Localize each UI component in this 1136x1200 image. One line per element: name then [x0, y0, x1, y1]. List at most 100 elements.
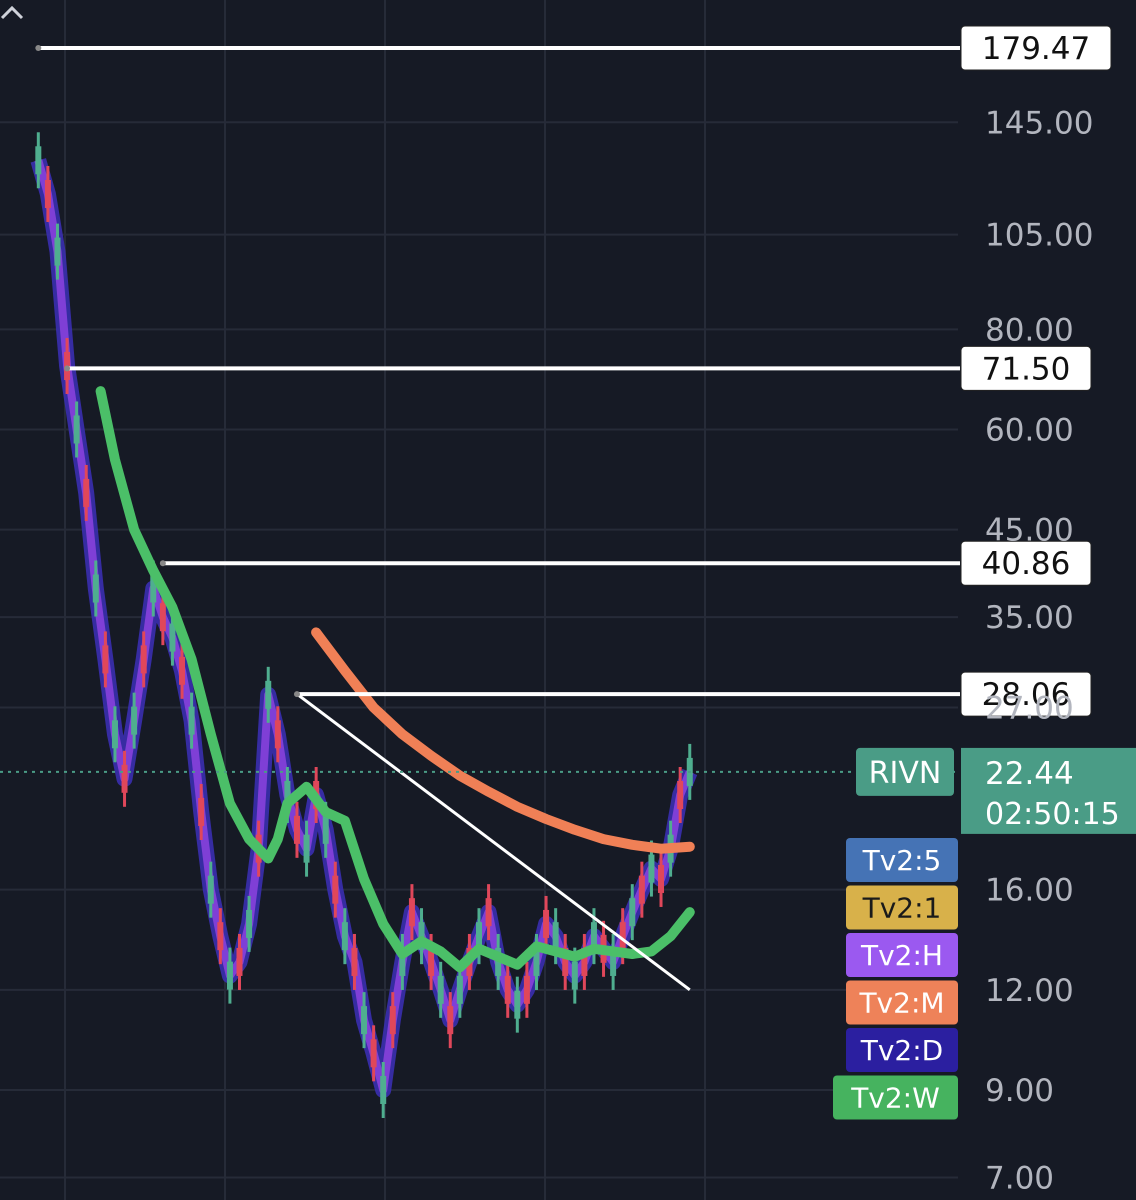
candle-body [581, 947, 588, 976]
candle-body [514, 990, 521, 1019]
candle-body [217, 922, 224, 951]
candle-body [332, 875, 339, 904]
candle-body [543, 909, 550, 938]
y-tick-label: 80.00 [985, 312, 1074, 348]
y-tick-label: 35.00 [985, 600, 1074, 636]
candle-body [102, 645, 109, 674]
level-anchor[interactable] [35, 45, 42, 51]
candle-body [341, 922, 348, 951]
candle-body [456, 975, 463, 1004]
candle-body [150, 574, 157, 603]
candle-body [351, 947, 358, 976]
current-price-value: 22.44 [985, 756, 1074, 792]
legend-tag-tv2-5[interactable]: Tv2:5 [846, 838, 958, 882]
level-label-box [960, 345, 1092, 391]
descending-trendline[interactable] [296, 692, 691, 992]
y-tick-label: 9.00 [985, 1073, 1054, 1109]
symbol-label: RIVN [869, 756, 942, 791]
legend-tag-bg [833, 1075, 958, 1120]
legend-tag-bg [846, 1028, 958, 1072]
candle-body [380, 1076, 387, 1104]
candle-body [638, 875, 645, 904]
candle-body [619, 922, 626, 951]
moving-averages [95, 386, 695, 973]
bar-countdown: 02:50:15 [985, 797, 1120, 832]
chevron-up-icon[interactable] [0, 5, 24, 20]
candle-body [73, 415, 80, 444]
y-tick-label: 60.00 [985, 412, 1074, 448]
legend-tag-tv2-h[interactable]: Tv2:H [846, 933, 958, 977]
level-label-box [960, 540, 1092, 586]
candle-body [437, 975, 444, 1004]
candle-body [92, 574, 99, 603]
candle-body [303, 834, 310, 863]
candle-body [284, 780, 291, 809]
symbol-tag[interactable] [856, 747, 954, 796]
level-label: 28.06 [982, 677, 1071, 713]
y-tick-label: 105.00 [985, 218, 1093, 254]
candle-body [236, 947, 243, 976]
candle-body [44, 179, 51, 208]
candle-body [533, 947, 540, 976]
candle-body [140, 645, 147, 674]
y-tick-label: 145.00 [985, 105, 1093, 141]
legend-tag-label: Tv2:W [850, 1082, 940, 1115]
candle-body [399, 947, 406, 976]
price-bars [30, 132, 698, 1118]
candle-body [658, 864, 665, 893]
y-tick-label: 16.00 [985, 873, 1074, 909]
legend-tag-tv2-d[interactable]: Tv2:D [846, 1028, 958, 1072]
candle-body [274, 720, 281, 749]
candle-body [648, 854, 655, 883]
y-tick-label: 27.00 [985, 690, 1074, 726]
candle-body [562, 947, 569, 976]
candle-body [610, 947, 617, 976]
candle-body [428, 947, 435, 976]
candle-body [131, 706, 138, 735]
candle-body [370, 1039, 377, 1068]
y-tick-label: 12.00 [985, 973, 1074, 1009]
candle-body [552, 922, 559, 951]
horizontal-levels: 179.47 71.50 40.86 28.06 [35, 25, 1112, 717]
candle-body [198, 797, 205, 826]
candle-body [571, 961, 578, 990]
candle-body [293, 815, 300, 844]
legend-tag-bg [846, 885, 958, 930]
level-label-box [960, 25, 1112, 71]
candle-body [677, 780, 684, 809]
level-label: 40.86 [982, 546, 1071, 582]
level-label-box [960, 671, 1092, 717]
candle-body [111, 720, 118, 749]
level-anchor[interactable] [293, 691, 300, 698]
candle-body [629, 898, 636, 927]
legend-tag-tv2-1[interactable]: Tv2:1 [846, 885, 958, 930]
candle-body [226, 961, 233, 990]
legend-tag-tv2-w[interactable]: Tv2:W [833, 1075, 958, 1120]
legend-tag-bg [846, 838, 958, 882]
candle-body [447, 1006, 454, 1035]
indicator-legend: Tv2:5 Tv2:1 Tv2:H Tv2:M Tv2:D Tv2:W [833, 838, 958, 1120]
legend-tag-label: Tv2:1 [862, 892, 942, 925]
trendline-layer [296, 692, 691, 992]
current-price-layer: RIVN 22.44 02:50:15 [0, 747, 1136, 834]
candle-body [179, 656, 186, 685]
candle-body [485, 898, 492, 927]
legend-tag-label: Tv2:M [858, 987, 944, 1020]
legend-tag-tv2-m[interactable]: Tv2:M [846, 980, 958, 1025]
legend-tag-label: Tv2:D [860, 1034, 943, 1067]
legend-tag-bg [846, 933, 958, 977]
candle-body [476, 922, 482, 951]
candle-body [408, 898, 415, 927]
candle-body [523, 975, 530, 1004]
candle-body [246, 909, 253, 938]
level-anchor[interactable] [159, 560, 166, 567]
candle-body [418, 922, 425, 951]
y-tick-label: 45.00 [985, 513, 1074, 549]
candle-body [35, 146, 42, 175]
candle-body [54, 237, 61, 266]
legend-tag-label: Tv2:H [860, 939, 943, 972]
legend-tag-bg [846, 980, 958, 1025]
candle-body [590, 922, 597, 951]
level-anchor[interactable] [64, 365, 71, 372]
